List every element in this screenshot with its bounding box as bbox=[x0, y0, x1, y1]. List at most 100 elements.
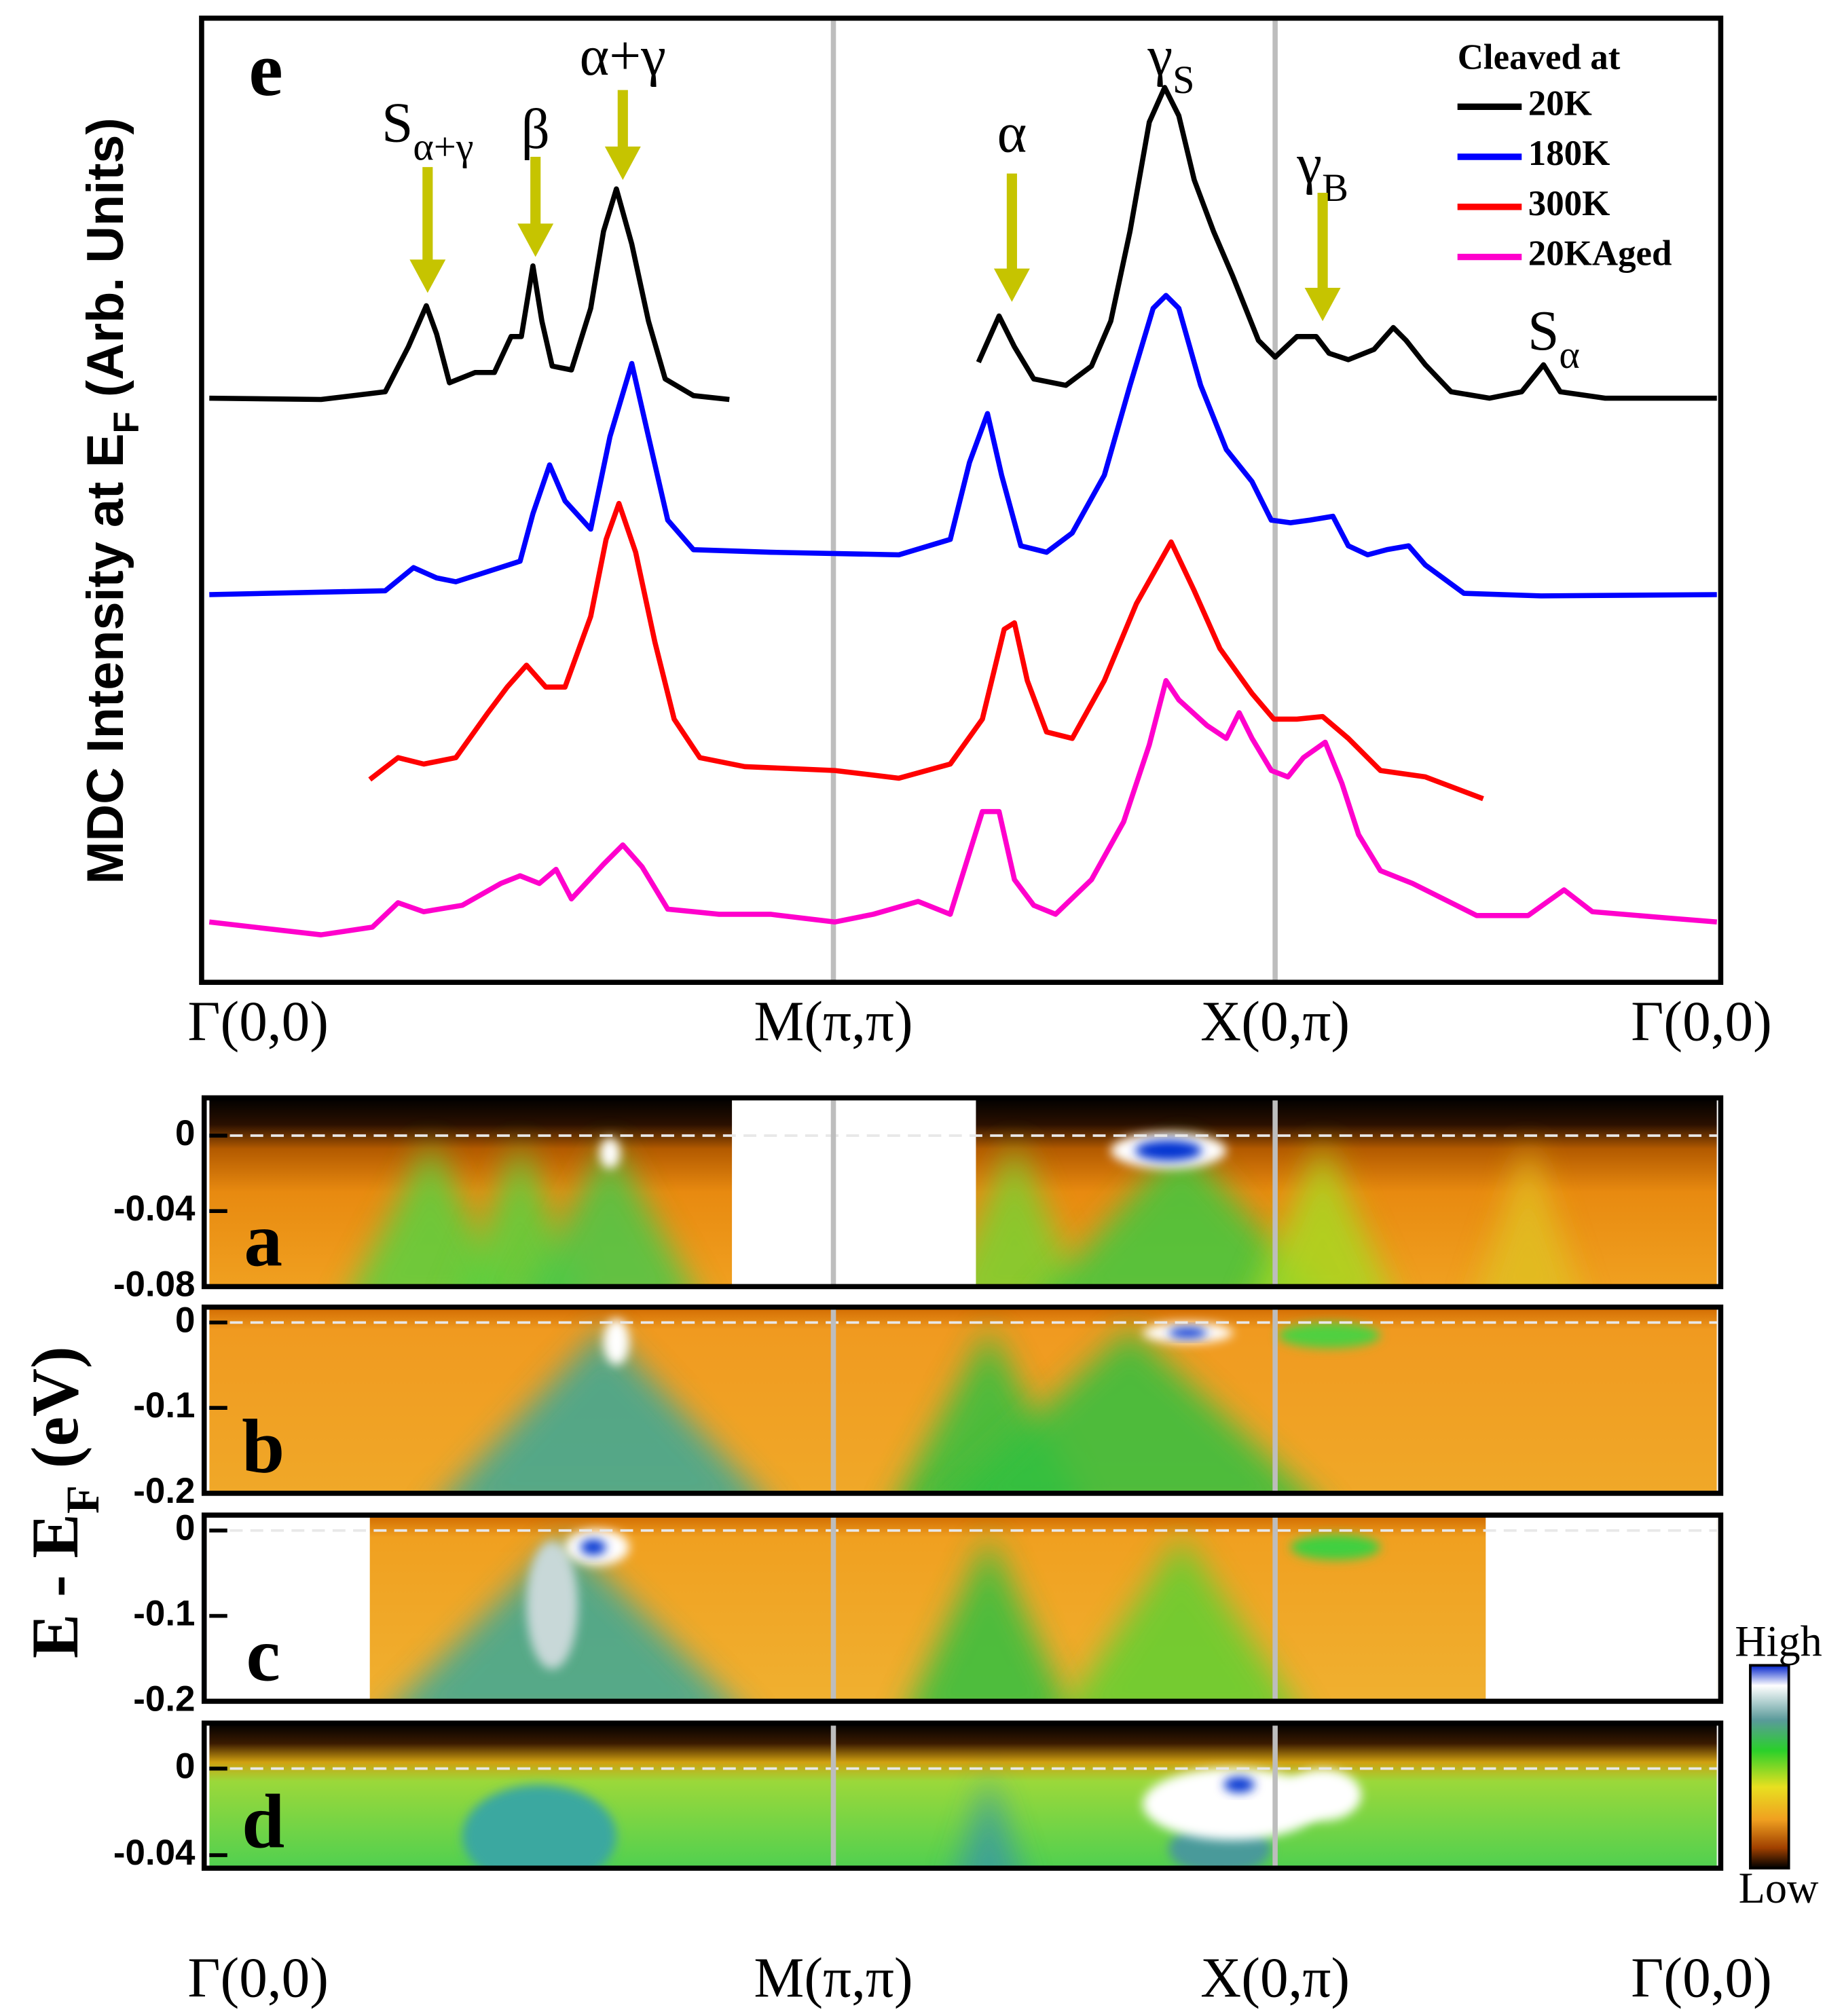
legend-label: 20KAged bbox=[1528, 234, 1672, 274]
band-dispersion bbox=[948, 1140, 1080, 1287]
y-tick-label: -0.2 bbox=[133, 1471, 195, 1511]
heatmap bbox=[209, 1515, 1717, 1702]
legend-label: 180K bbox=[1528, 134, 1610, 173]
y-tick-label: 0 bbox=[175, 1508, 195, 1548]
band-dispersion bbox=[528, 1140, 693, 1287]
band-dispersion bbox=[1050, 1140, 1313, 1287]
intensity-spot bbox=[600, 1138, 621, 1169]
intensity-spot bbox=[1284, 1769, 1361, 1821]
text-part: γ bbox=[1296, 133, 1322, 195]
subscript: α bbox=[1559, 333, 1580, 377]
panel-frame bbox=[201, 1512, 1724, 1704]
peak-arrow-head bbox=[1304, 287, 1341, 322]
x-tick-label: Γ(0,0) bbox=[187, 990, 329, 1053]
panel-label: b bbox=[242, 1404, 284, 1489]
text-part: S bbox=[382, 92, 413, 155]
band-dispersion bbox=[354, 1140, 507, 1287]
peak-label: Sα bbox=[1528, 300, 1580, 377]
y-tick-label: -0.1 bbox=[133, 1385, 195, 1425]
text-part: E - E bbox=[18, 1514, 92, 1658]
text-part: MDC Intensity at E bbox=[77, 433, 134, 884]
x-tick-label: M(π,π) bbox=[754, 990, 912, 1053]
series-line bbox=[208, 677, 1718, 937]
band-dispersion bbox=[1257, 1140, 1388, 1287]
series-line bbox=[368, 500, 1484, 802]
band-dispersion bbox=[1479, 1140, 1578, 1287]
subscript: α+γ bbox=[413, 124, 473, 168]
no-data-region bbox=[732, 1098, 976, 1287]
panel-label: a bbox=[244, 1197, 282, 1283]
y-tick-label: -0.2 bbox=[133, 1679, 195, 1719]
peak-arrow-head bbox=[409, 259, 446, 293]
intensity-spot bbox=[603, 1318, 629, 1365]
subscript: S bbox=[1173, 58, 1194, 102]
panel-label: d bbox=[242, 1779, 284, 1865]
heatmap bbox=[209, 1307, 1717, 1493]
subscript: F bbox=[57, 1485, 109, 1514]
colorbar bbox=[1749, 1664, 1790, 1870]
text-part: (Arb. Units) bbox=[77, 117, 134, 411]
text-part: α+γ bbox=[580, 25, 666, 88]
text-part: S bbox=[1528, 300, 1559, 362]
colorbar-high: High bbox=[1735, 1618, 1822, 1666]
y-tick-label: 0 bbox=[175, 1113, 195, 1153]
panel-label: c bbox=[246, 1612, 280, 1698]
panel-frame bbox=[201, 1304, 1724, 1496]
y-axis-label: MDC Intensity at EF (Arb. Units) bbox=[77, 117, 147, 884]
band-dispersion bbox=[910, 1535, 1067, 1702]
band-dispersion bbox=[447, 1327, 760, 1493]
y-axis-label: E - EF (eV) bbox=[18, 1346, 108, 1658]
intensity-spot bbox=[526, 1540, 578, 1670]
x-tick-label: Γ(0,0) bbox=[187, 1947, 329, 2010]
intensity-spot bbox=[1290, 1534, 1381, 1561]
band-dispersion bbox=[958, 1774, 1019, 1869]
series-line bbox=[209, 293, 1717, 599]
text-part: α bbox=[997, 102, 1027, 165]
y-tick-label: 0 bbox=[175, 1746, 195, 1786]
intensity-spot bbox=[1168, 1327, 1207, 1339]
heatmap bbox=[209, 1098, 1717, 1287]
x-tick-label: Γ(0,0) bbox=[1631, 990, 1772, 1053]
peak-label: γB bbox=[1296, 133, 1348, 210]
intensity-spot bbox=[462, 1785, 616, 1869]
y-tick-label: -0.04 bbox=[113, 1833, 196, 1873]
subscript: F bbox=[107, 411, 147, 433]
panel-frame bbox=[201, 1720, 1724, 1871]
text-part: γ bbox=[1147, 25, 1173, 88]
y-tick-label: -0.08 bbox=[113, 1264, 196, 1304]
peak-label: α+γ bbox=[580, 25, 666, 88]
colorbar-low: Low bbox=[1739, 1864, 1819, 1912]
y-tick-label: -0.1 bbox=[133, 1594, 195, 1634]
band-dispersion bbox=[952, 1327, 1308, 1493]
legend-label: 20K bbox=[1528, 83, 1592, 123]
heatmap bbox=[209, 1723, 1717, 1869]
panel-frame bbox=[201, 1095, 1724, 1290]
intensity-spot bbox=[1223, 1776, 1255, 1793]
x-tick-label: X(0,π) bbox=[1200, 990, 1350, 1053]
legend-title: Cleaved at bbox=[1458, 37, 1621, 77]
no-data-region bbox=[209, 1515, 370, 1702]
band-dispersion bbox=[1070, 1535, 1293, 1702]
legend-label: 300K bbox=[1528, 184, 1610, 223]
heatmap-background bbox=[209, 1723, 1717, 1869]
no-data-region bbox=[1486, 1515, 1717, 1702]
peak-label: β bbox=[521, 98, 550, 161]
y-tick-label: 0 bbox=[175, 1300, 195, 1340]
peak-label: γS bbox=[1147, 25, 1194, 102]
intensity-spot bbox=[580, 1539, 606, 1555]
text-part: β bbox=[521, 98, 550, 161]
peak-arrow-head bbox=[517, 223, 554, 257]
text-part: (eV) bbox=[18, 1346, 92, 1485]
peak-label: Sα+γ bbox=[382, 92, 473, 169]
x-tick-label: Γ(0,0) bbox=[1631, 1947, 1772, 2010]
series-line bbox=[209, 85, 1717, 403]
intensity-spot bbox=[1277, 1322, 1381, 1349]
peak-arrow-head bbox=[993, 268, 1030, 302]
intensity-spot bbox=[1135, 1140, 1202, 1161]
plot-frame bbox=[199, 15, 1724, 985]
x-tick-label: X(0,π) bbox=[1200, 1947, 1350, 2010]
y-tick-label: -0.04 bbox=[113, 1189, 196, 1229]
panel-label: e bbox=[248, 26, 282, 112]
